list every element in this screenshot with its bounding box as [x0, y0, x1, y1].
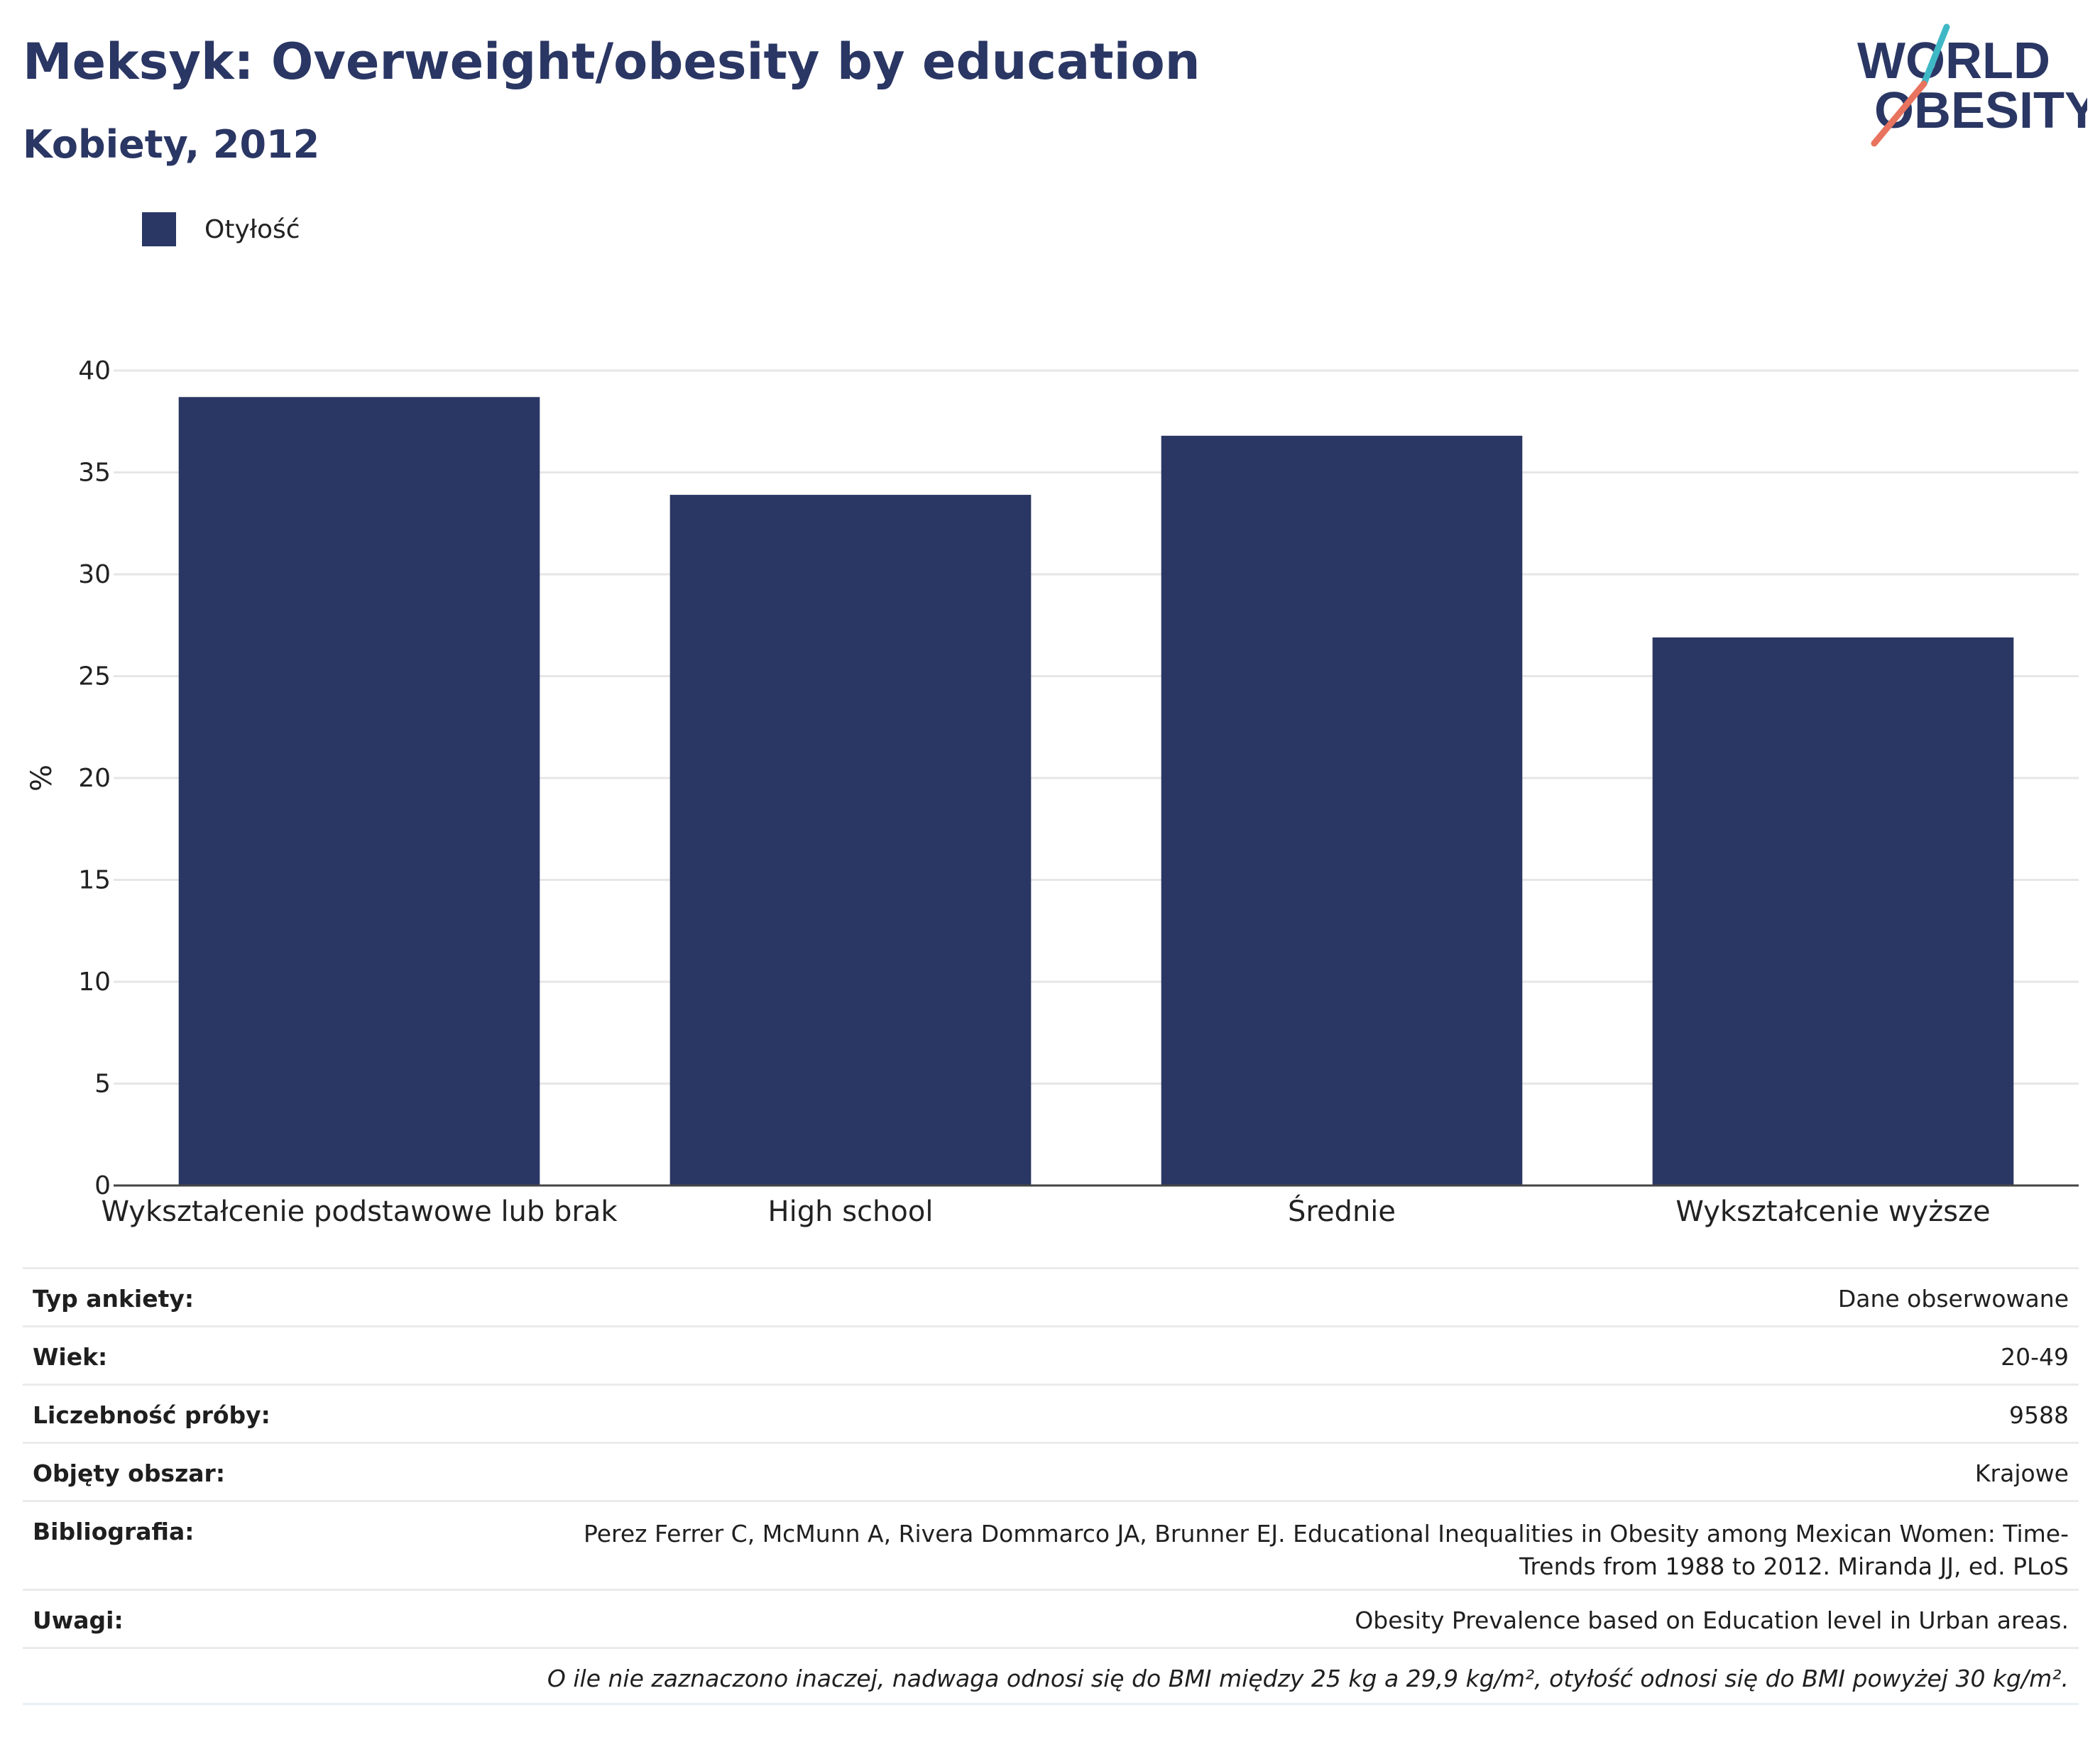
metadata-row: Bibliografia: Perez Ferrer C, McMunn A, R… — [23, 1500, 2079, 1589]
x-tick-label: High school — [768, 1195, 934, 1228]
bar — [669, 495, 1032, 1185]
metadata-value: Krajowe — [1974, 1460, 2069, 1487]
y-tick-label: 35 — [78, 459, 111, 488]
bar-chart: 0 5 10 15 20 25 30 35 40% Wykształcenie podstawow… — [26, 356, 2079, 1228]
bar — [1161, 435, 1523, 1185]
logo-word-obesity: OBESITY — [1874, 82, 2087, 139]
chart-subtitle: Kobiety, 2012 — [23, 122, 320, 167]
legend: Otyłość — [142, 212, 300, 247]
legend-swatch-otylosc — [142, 212, 176, 246]
x-tick-label: Wykształcenie wyższe — [1675, 1195, 1990, 1228]
metadata-key: Wiek: — [33, 1343, 108, 1371]
y-tick-label: 15 — [78, 866, 111, 895]
metadata-value: Perez Ferrer C, McMunn A, Rivera Dommarc… — [584, 1520, 2069, 1580]
metadata-row: Objęty obszar: Krajowe — [23, 1442, 2079, 1500]
metadata-row: Typ ankiety: Dane obserwowane — [23, 1267, 2079, 1325]
metadata-value: 20-49 — [2001, 1343, 2069, 1371]
metadata-key: Typ ankiety: — [33, 1285, 195, 1313]
metadata-key: Bibliografia: — [33, 1518, 195, 1545]
y-tick-label: 0 — [94, 1171, 111, 1200]
metadata-row: Liczebność próby: 9588 — [23, 1384, 2079, 1442]
metadata-key: Uwagi: — [33, 1606, 124, 1634]
bar — [178, 397, 540, 1185]
chart-title: Meksyk: Overweight/obesity by education — [23, 33, 1201, 91]
world-obesity-logo: WORLD OBESITY — [1857, 23, 2087, 147]
metadata-value: Obesity Prevalence based on Education le… — [1355, 1606, 2069, 1634]
y-tick-label: 20 — [78, 764, 111, 793]
x-tick-label: Średnie — [1288, 1194, 1396, 1228]
y-tick-label: 25 — [78, 662, 111, 691]
metadata-table: Typ ankiety: Dane obserwowane Wiek: 20-49 Li… — [23, 1267, 2079, 1705]
y-tick-label: 40 — [78, 356, 111, 385]
metadata-value: Dane obserwowane — [1837, 1285, 2069, 1313]
metadata-key: Objęty obszar: — [33, 1460, 226, 1487]
logo-slash-red — [1871, 80, 1927, 147]
metadata-row: Wiek: 20-49 — [23, 1325, 2079, 1384]
logo-word-world: WORLD — [1857, 33, 2050, 89]
y-axis-title: % — [26, 765, 58, 792]
metadata-value: 9588 — [2009, 1401, 2069, 1429]
x-tick-label: Wykształcenie podstawowe lub brak — [101, 1195, 618, 1228]
bar — [1652, 637, 2014, 1185]
legend-label-otylosc[interactable]: Otyłość — [204, 214, 300, 244]
y-tick-label: 30 — [78, 560, 111, 589]
y-tick-label: 5 — [94, 1070, 111, 1099]
metadata-row: Uwagi: Obesity Prevalence based on Educat… — [23, 1589, 2079, 1647]
metadata-key: Liczebność próby: — [33, 1401, 270, 1429]
logo-slash-teal — [1920, 23, 1950, 87]
y-tick-label: 10 — [78, 968, 111, 997]
metadata-footnote: O ile nie zaznaczono inaczej, nadwaga od… — [23, 1647, 2079, 1705]
